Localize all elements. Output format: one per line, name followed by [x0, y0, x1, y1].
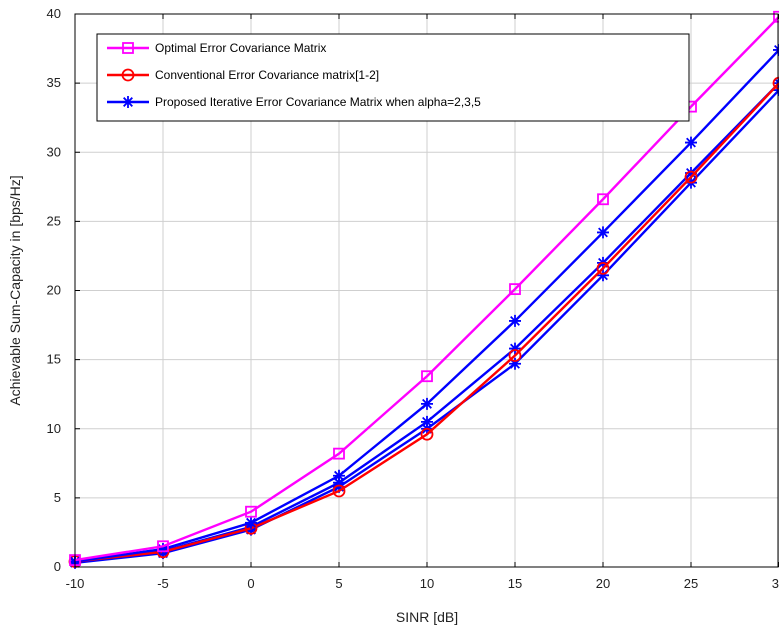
- x-tick-label: 25: [684, 576, 698, 591]
- x-tick-label: -10: [66, 576, 85, 591]
- data-point-circle: [772, 76, 779, 90]
- y-tick-label: 10: [47, 421, 61, 436]
- data-point-asterisk: [245, 516, 257, 529]
- legend: Optimal Error Covariance Matrix Conventio…: [96, 33, 690, 122]
- series-2: [68, 76, 779, 568]
- data-point-circle: [420, 427, 434, 441]
- data-point-asterisk: [122, 96, 134, 108]
- legend-box: [96, 33, 690, 122]
- legend-label: Optimal Error Covariance Matrix: [155, 41, 326, 55]
- data-point-square: [333, 447, 345, 460]
- data-point-circle: [121, 68, 135, 82]
- y-tick-label: 40: [47, 6, 61, 21]
- x-tick-label: 15: [508, 576, 522, 591]
- data-point-circle: [596, 261, 610, 275]
- series-5: [69, 84, 779, 569]
- y-tick-label: 0: [54, 559, 61, 574]
- series-line: [74, 15, 779, 562]
- data-point-square: [597, 193, 609, 206]
- legend-label: Proposed Iterative Error Covariance Matr…: [155, 95, 481, 109]
- legend-item: Proposed Iterative Error Covariance Matr…: [107, 95, 481, 109]
- data-point-square: [245, 505, 257, 518]
- data-point-square: [773, 10, 779, 23]
- x-axis-label: SINR [dB]: [396, 609, 458, 625]
- data-point-circle: [684, 170, 698, 184]
- y-tick-label: 35: [47, 75, 61, 90]
- legend-item: Conventional Error Covariance matrix[1-2…: [107, 68, 379, 82]
- data-point-asterisk: [333, 476, 345, 489]
- ticks: -10 -5 0 5 10 15 20 25 30 0 5 10 15 20 25 30 35 40: [47, 6, 779, 591]
- x-tick-label: 5: [335, 576, 342, 591]
- x-tick-label: 20: [596, 576, 610, 591]
- data-point-square: [509, 283, 521, 296]
- data-point-square: [421, 370, 433, 383]
- y-tick-label: 25: [47, 213, 61, 228]
- data-point-asterisk: [157, 543, 169, 556]
- x-tick-label: 0: [247, 576, 254, 591]
- data-point-asterisk: [421, 415, 433, 428]
- y-tick-label: 5: [54, 490, 61, 505]
- data-point-asterisk: [509, 357, 521, 370]
- data-point-asterisk: [685, 136, 697, 149]
- data-point-asterisk: [421, 397, 433, 410]
- data-point-asterisk: [597, 269, 609, 282]
- data-point-asterisk: [685, 166, 697, 179]
- x-tick-label: -5: [157, 576, 169, 591]
- data-point-asterisk: [509, 342, 521, 355]
- data-point-circle: [332, 484, 346, 498]
- x-tick-label: 30: [772, 576, 779, 591]
- y-tick-label: 15: [47, 352, 61, 367]
- legend-label: Conventional Error Covariance matrix[1-2…: [155, 68, 379, 82]
- y-tick-label: 30: [47, 144, 61, 159]
- data-point-circle: [508, 349, 522, 362]
- series-3: [69, 43, 779, 568]
- data-point-square: [157, 540, 169, 553]
- y-axis-label: Achievable Sum-Capacity in [bps/Hz]: [7, 175, 23, 405]
- legend-item: Optimal Error Covariance Matrix: [107, 41, 326, 55]
- series-4: [69, 77, 779, 569]
- data-point-asterisk: [509, 314, 521, 327]
- series-line: [74, 82, 779, 563]
- x-tick-label: 10: [420, 576, 434, 591]
- data-point-square: [122, 42, 134, 54]
- data-point-asterisk: [333, 469, 345, 482]
- data-point-asterisk: [597, 226, 609, 239]
- y-tick-label: 20: [47, 283, 61, 298]
